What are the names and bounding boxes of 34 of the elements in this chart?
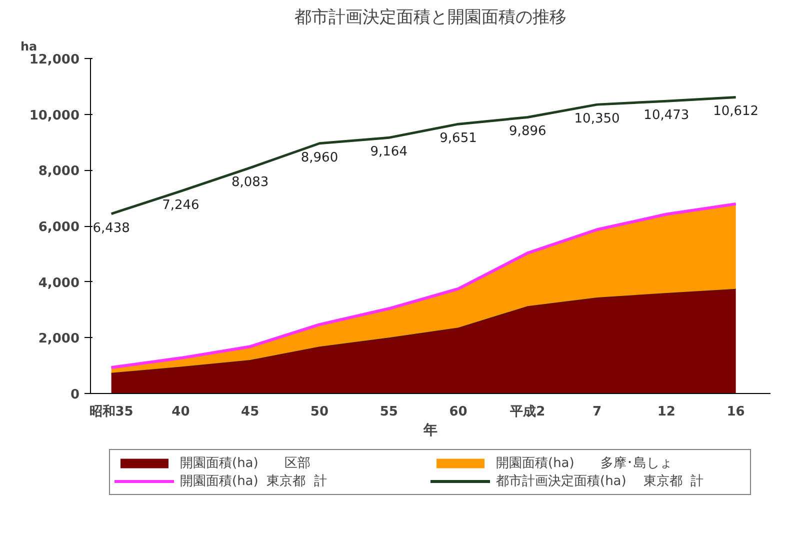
chart-title: 都市計画決定面積と開園面積の推移 [294, 8, 566, 28]
x-tick-label: 16 [726, 404, 745, 420]
data-label: 8,960 [300, 150, 338, 166]
x-axis-title: 年 [422, 422, 438, 438]
y-axis-title: ha [20, 40, 38, 54]
data-label: 9,651 [440, 131, 477, 146]
x-tick-label: 昭和35 [89, 404, 134, 420]
data-label: 8,083 [231, 174, 269, 190]
x-tick-label: 60 [449, 404, 468, 420]
data-label: 10,473 [644, 108, 690, 124]
legend-label: 開園面積(ha) 区部 [180, 455, 312, 472]
data-label: 10,350 [574, 112, 620, 127]
data-label: 7,246 [162, 198, 200, 214]
x-tick-label: 平成2 [509, 404, 546, 420]
x-tick-label: 50 [310, 404, 329, 420]
y-tick-label: 2,000 [38, 332, 80, 347]
data-label: 6,438 [92, 220, 130, 236]
y-tick-label: 6,000 [38, 220, 80, 235]
legend-label: 開園面積(ha) 東京都 計 [180, 473, 328, 490]
y-tick-label: 0 [70, 388, 80, 402]
y-tick-label: 4,000 [38, 276, 80, 291]
x-tick-label: 40 [172, 404, 190, 420]
y-tick-label: 10,000 [29, 108, 80, 124]
y-tick-label: 8,000 [38, 164, 80, 180]
legend-label: 開園面積(ha) 多摩･島しょ [496, 455, 674, 472]
data-label: 9,164 [370, 144, 408, 160]
data-label: 9,896 [509, 124, 546, 140]
x-tick-label: 12 [657, 404, 676, 420]
x-tick-label: 55 [380, 404, 398, 420]
legend-label: 都市計画決定面積(ha) 東京都 計 [496, 473, 705, 490]
data-label: 10,612 [713, 104, 759, 120]
x-tick-label: 45 [241, 404, 260, 420]
x-tick-label: 7 [592, 404, 602, 420]
y-tick-label: 12,000 [29, 52, 80, 68]
